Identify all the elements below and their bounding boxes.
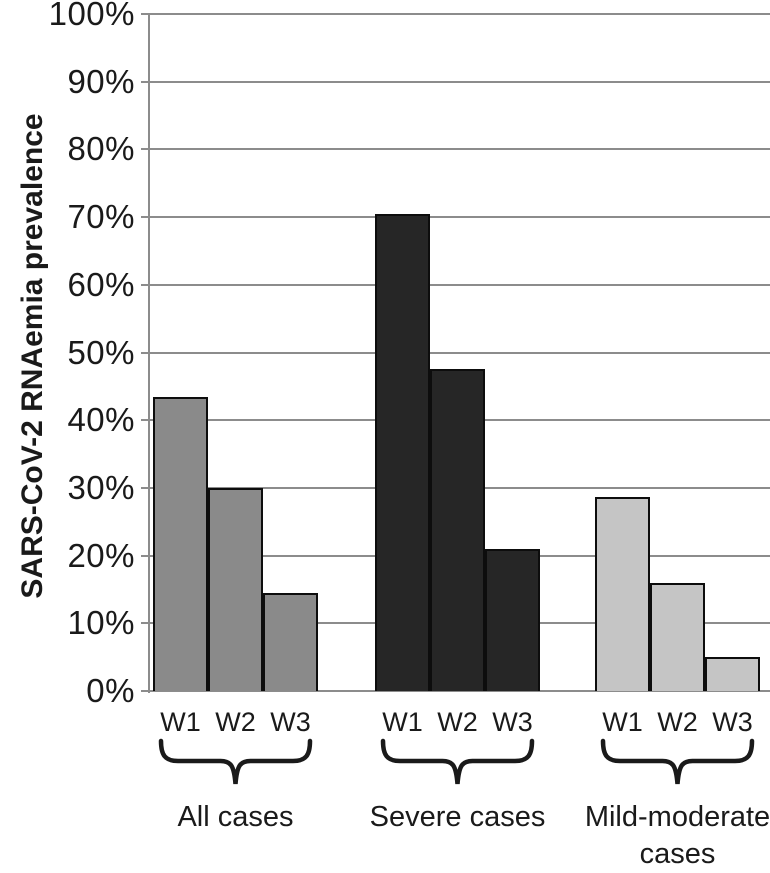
gridline [148,81,770,83]
y-tick-label: 90% [23,61,135,103]
bar [595,497,650,691]
bar-label: W3 [705,707,760,738]
bar [375,214,430,691]
y-tick-label: 60% [23,264,135,306]
y-tick-label: 100% [23,0,135,35]
bar-label: W3 [485,707,540,738]
y-tick-label: 20% [23,535,135,577]
bar [263,593,318,691]
bar [485,549,540,691]
bar-label: W3 [263,707,318,738]
group-brace [157,737,314,789]
bar-label: W2 [430,707,485,738]
bar [153,397,208,691]
bar [650,583,705,691]
y-tick-label: 80% [23,128,135,170]
group-label: All cases [126,799,346,836]
y-tick-label: 50% [23,332,135,374]
y-tick-label: 40% [23,399,135,441]
y-tick-label: 10% [23,602,135,644]
bar-label: W1 [375,707,430,738]
bar-label: W1 [153,707,208,738]
gridline [148,216,770,218]
gridline [148,13,770,15]
bar-label: W2 [650,707,705,738]
bar [705,657,760,691]
gridline [148,352,770,354]
group-label: Mild-moderate cases [568,799,770,873]
bar-label: W1 [595,707,650,738]
bar [208,488,263,691]
group-brace [379,737,536,789]
y-tick-label: 30% [23,467,135,509]
gridline [148,284,770,286]
y-tick-label: 70% [23,196,135,238]
group-label: Severe cases [348,799,568,836]
gridline [148,148,770,150]
bar-label: W2 [208,707,263,738]
y-tick-label: 0% [23,670,135,712]
group-brace [599,737,756,789]
bar [430,369,485,691]
y-axis-line [148,14,150,693]
